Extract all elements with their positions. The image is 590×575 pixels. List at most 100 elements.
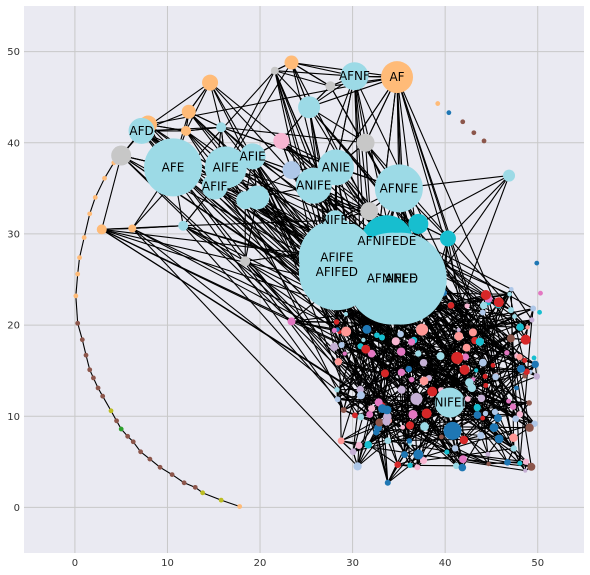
node: [375, 418, 384, 427]
node: [400, 424, 406, 430]
node: [338, 341, 345, 349]
node: [343, 311, 349, 317]
edge: [462, 458, 489, 465]
node: [416, 323, 429, 336]
edge: [244, 260, 530, 404]
edge: [79, 237, 85, 258]
node: [506, 334, 515, 343]
node: [273, 132, 290, 149]
node: [356, 391, 365, 400]
node: [516, 353, 523, 361]
edge: [101, 155, 122, 230]
node: [360, 202, 379, 221]
node: [357, 413, 365, 421]
node: [334, 396, 341, 403]
x-tick-label: 40: [439, 558, 452, 569]
node: [525, 423, 534, 432]
node: [512, 314, 517, 319]
node: [100, 393, 106, 399]
edge: [202, 492, 222, 501]
node: [414, 464, 421, 471]
node: [420, 422, 429, 431]
node: [477, 394, 486, 403]
node: [520, 334, 531, 345]
node: [439, 230, 456, 247]
node: [111, 145, 132, 166]
y-tick-label: 50: [7, 47, 20, 58]
node: [507, 291, 512, 297]
node-label: AFIFED: [316, 265, 358, 279]
edge: [476, 407, 500, 440]
node: [102, 175, 107, 181]
edge: [77, 257, 81, 275]
edge: [221, 126, 366, 144]
node: [482, 410, 489, 417]
edge: [337, 329, 514, 408]
node: [512, 415, 520, 423]
node: [181, 104, 196, 119]
node-label: ANIFE: [296, 179, 331, 193]
node: [459, 455, 467, 464]
edge: [75, 295, 79, 324]
node: [394, 461, 402, 469]
edge: [101, 227, 133, 230]
node: [77, 255, 82, 261]
node-label: ANFE: [385, 272, 417, 286]
node-aife: [204, 146, 247, 189]
node: [237, 504, 243, 509]
node: [473, 403, 481, 412]
edge: [182, 225, 339, 400]
node: [460, 119, 466, 125]
node: [462, 343, 471, 352]
edge: [291, 62, 331, 87]
node-label: AFD: [129, 124, 153, 138]
edge: [182, 225, 246, 262]
edge: [185, 82, 211, 132]
node: [366, 410, 374, 418]
edge: [274, 70, 331, 87]
node-afe: [144, 138, 203, 197]
edge: [396, 76, 512, 339]
node: [405, 421, 414, 430]
edge: [519, 319, 533, 464]
node-label: AIFE: [213, 160, 239, 174]
node: [506, 398, 512, 404]
node: [459, 364, 470, 375]
node: [355, 442, 363, 449]
node: [75, 320, 81, 326]
edge: [131, 228, 358, 467]
node: [334, 386, 340, 393]
node: [270, 66, 279, 75]
node: [516, 411, 524, 418]
y-tick-label: 0: [14, 503, 20, 514]
edge: [458, 315, 515, 331]
node: [128, 224, 137, 233]
edge: [408, 302, 489, 442]
node-label: AFNF: [339, 69, 370, 83]
node: [489, 423, 499, 432]
edge: [104, 162, 115, 179]
node: [493, 297, 504, 308]
node-label: AFIF: [202, 180, 228, 194]
edge: [510, 288, 533, 321]
node: [517, 460, 523, 466]
node: [384, 437, 392, 445]
node: [475, 337, 484, 346]
node: [421, 408, 432, 419]
edge: [171, 474, 185, 484]
edge: [447, 175, 510, 239]
node: [533, 373, 541, 380]
node-nifei: [434, 387, 465, 418]
edge: [131, 70, 276, 229]
node: [216, 122, 227, 133]
node-label: AFNFE: [380, 181, 419, 195]
edge: [479, 341, 510, 402]
x-tick-label: 10: [161, 558, 174, 569]
node: [334, 358, 343, 366]
node: [331, 327, 337, 333]
node: [96, 224, 107, 235]
edge: [101, 228, 292, 322]
node: [282, 161, 301, 180]
node: [245, 185, 270, 210]
node: [325, 81, 336, 92]
